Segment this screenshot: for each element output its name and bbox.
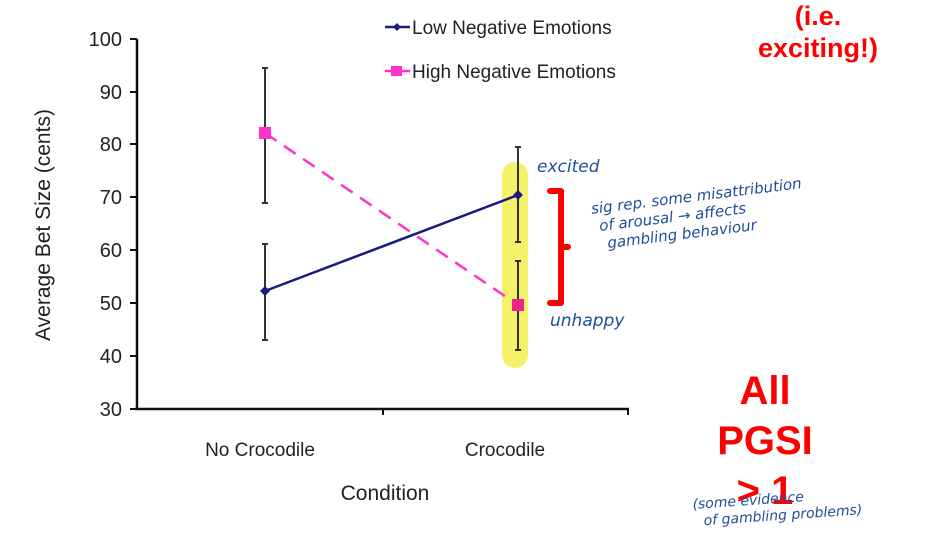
note-pgsi-line2: PGSI [717,419,813,463]
y-tick-60: 60 [100,240,122,262]
series-low-negative-line [264,193,519,293]
x-cat-no-crocodile: No Crocodile [205,440,315,461]
y-tick-90: 90 [100,82,122,104]
note-ie-line2: exciting!) [757,33,878,63]
note-excited: excited [537,157,600,177]
note-unhappy: unhappy [550,311,625,331]
y-ticks [130,38,137,410]
y-tick-40: 40 [100,346,122,368]
y-tick-70: 70 [100,187,122,209]
bracket-annotation [547,188,571,306]
y-tick-50: 50 [100,293,122,315]
y-axis-label: Average Bet Size (cents) [32,109,55,341]
y-tick-30: 30 [100,399,122,421]
y-tick-labels: 100 90 80 70 60 50 40 30 [89,29,122,421]
note-ie-line1: (i.e. [794,1,842,31]
legend-label-low: Low Negative Emotions [412,18,612,39]
x-cat-crocodile: Crocodile [465,440,545,461]
marker-low-no-crocodile [260,286,270,296]
legend-label-high: High Negative Emotions [412,62,616,83]
note-ie-exciting: (i.e. exciting!) [733,0,903,64]
legend-marker-high-icon [391,66,402,76]
highlight-marker [502,162,528,368]
x-axis-label: Condition [341,482,430,505]
note-pgsi: All PGSI > 1 [690,366,840,516]
note-pgsi-line1: All [739,369,791,413]
marker-high-crocodile [512,299,524,311]
marker-low-crocodile [513,190,523,200]
y-tick-100: 100 [89,29,122,51]
legend-marker-low-icon [393,23,401,31]
marker-high-no-crocodile [259,127,271,139]
legend: Low Negative Emotions High Negative Emot… [385,18,616,83]
y-tick-80: 80 [100,134,122,156]
series-high-negative-line [264,131,519,307]
note-pgsi-line3: > 1 [736,469,794,513]
